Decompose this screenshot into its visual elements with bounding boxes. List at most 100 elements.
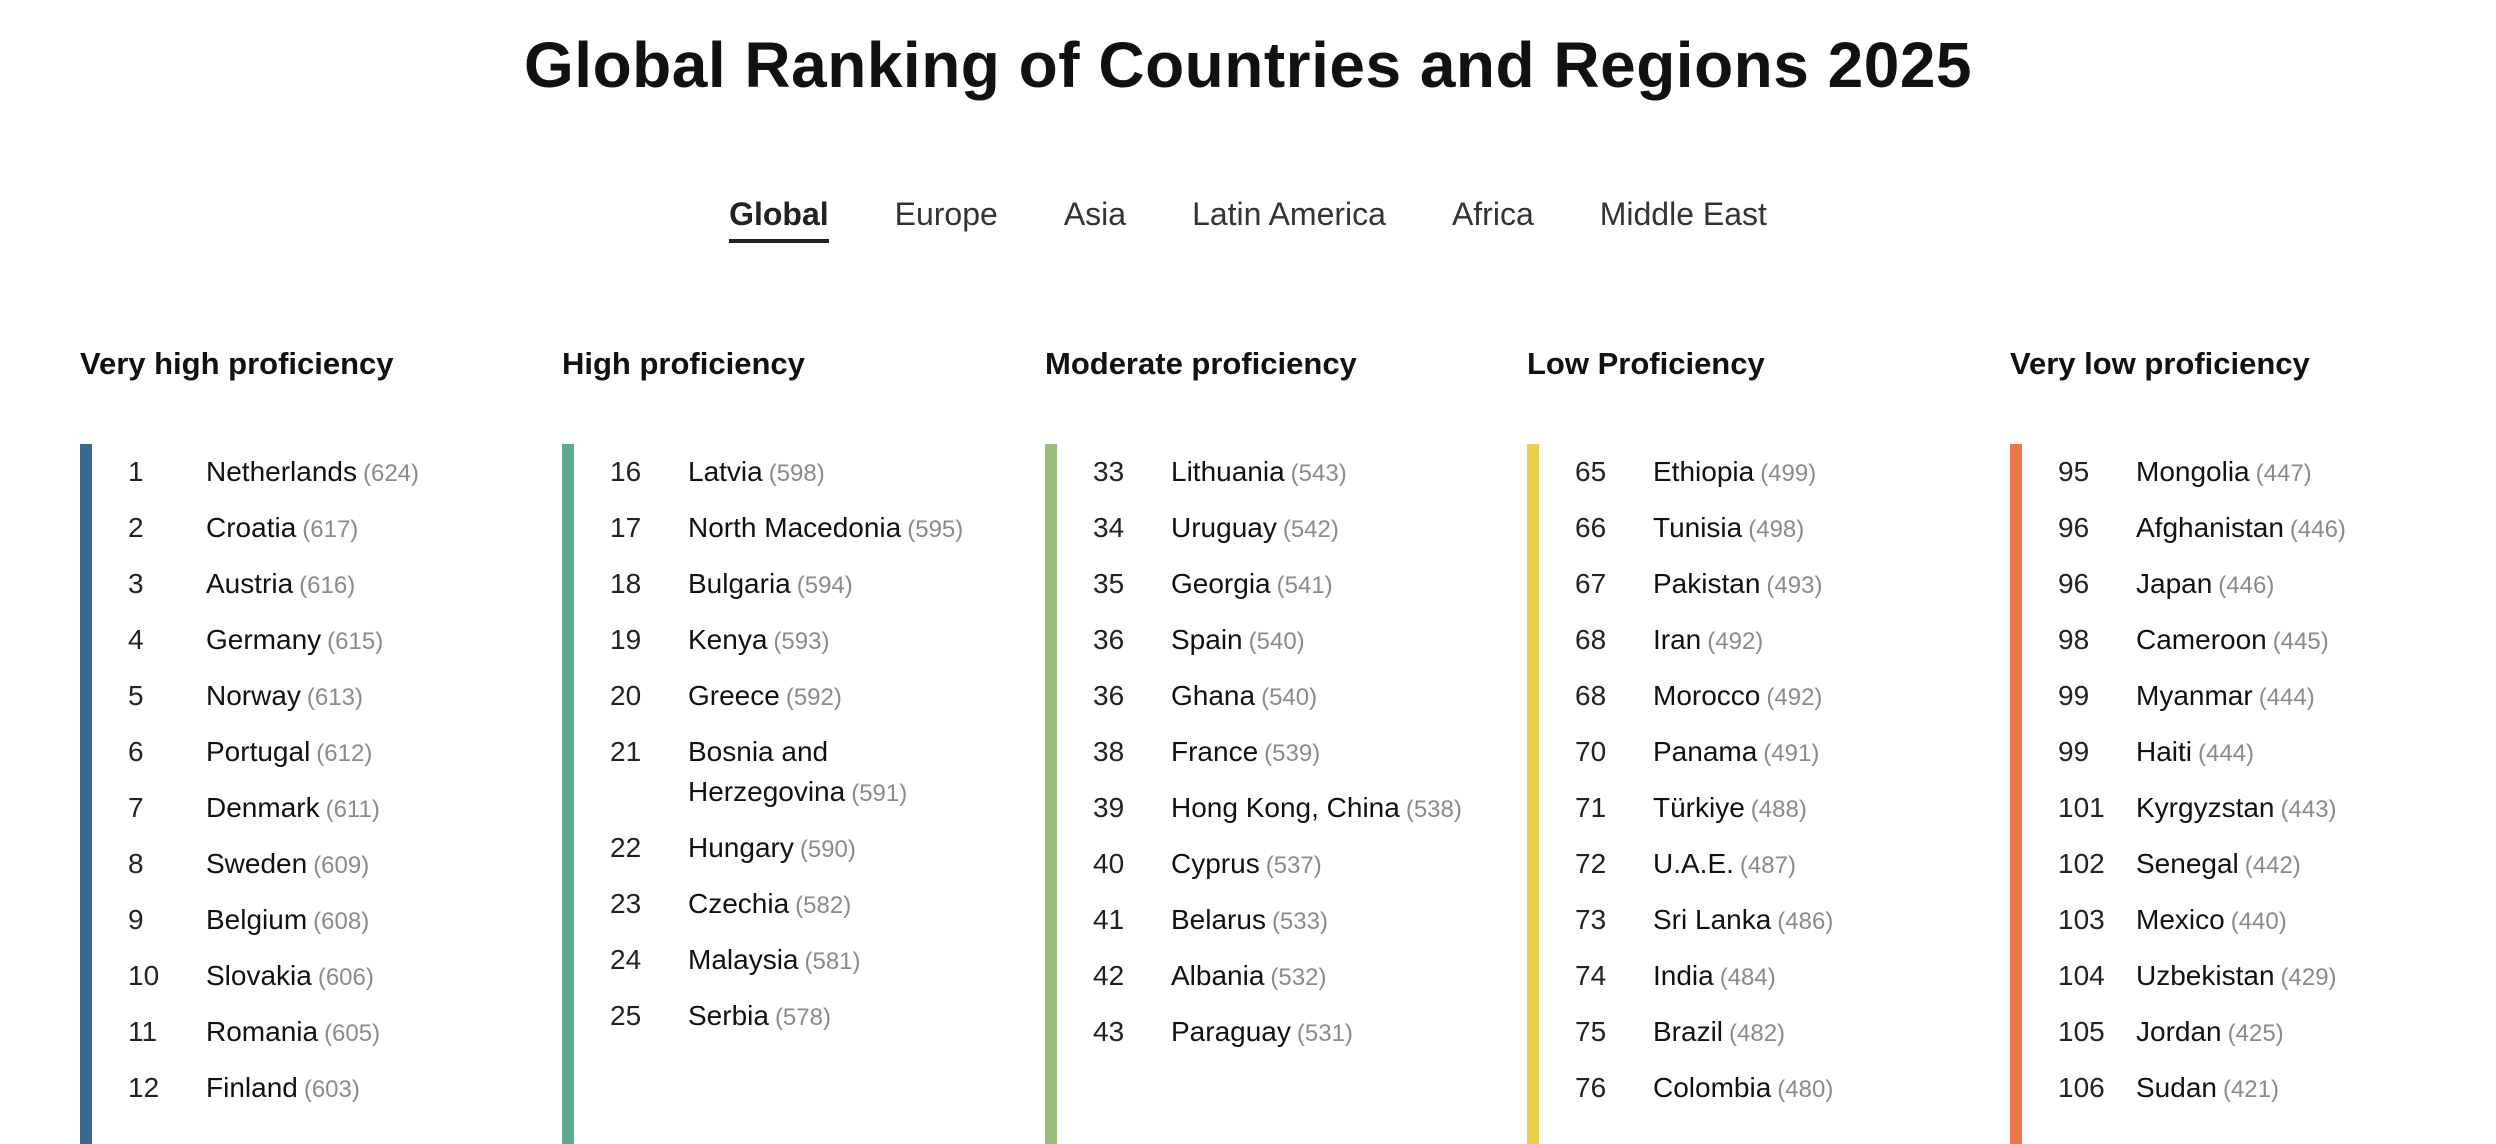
score: (615) — [327, 628, 384, 655]
country-label: Austria — [206, 568, 294, 599]
rank-number: 42 — [1093, 960, 1125, 991]
score: (444) — [2258, 684, 2315, 711]
tab-africa[interactable]: Africa — [1451, 196, 1534, 232]
list-item: 68 Iran (492) — [1575, 620, 1967, 662]
score: (591) — [851, 780, 908, 807]
list-item: 6 Portugal (612) — [128, 732, 520, 774]
column-color-bar — [1045, 444, 1057, 1144]
score: (608) — [313, 908, 370, 935]
country-name: Ethiopia (499) — [1653, 452, 1953, 494]
country-name: Romania (605) — [206, 1012, 506, 1054]
score: (447) — [2255, 460, 2312, 487]
country-name: Tunisia (498) — [1653, 508, 1953, 550]
score: (578) — [774, 1004, 831, 1031]
rank-number: 40 — [1093, 848, 1125, 879]
country-name: Brazil (482) — [1653, 1012, 1953, 1054]
country-label: Ethiopia — [1653, 456, 1755, 487]
country-name: Belarus (533) — [1171, 900, 1471, 942]
rank-number: 70 — [1575, 736, 1607, 767]
country-label: U.A.E. — [1653, 848, 1734, 879]
ranking-list: 33 Lithuania (543) 34 Uruguay (542) 35 Georgia(… — [1093, 452, 1485, 1068]
tab-global[interactable]: Global — [729, 196, 829, 243]
score: (540) — [1261, 684, 1318, 711]
country-label: Slovakia — [206, 960, 312, 991]
rank-number: 96 — [2058, 512, 2090, 543]
rank-number: 33 — [1093, 456, 1125, 487]
rank-number: 12 — [128, 1072, 160, 1103]
list-item: 71 Türkiye (488) — [1575, 788, 1967, 830]
country-label: Bosnia and Herzegovina — [688, 736, 846, 807]
country-label: Ghana — [1171, 680, 1256, 711]
column-low: Low Proficiency 65 Ethiopia (499) 66 Tunisia… — [1527, 346, 1967, 1144]
country-label: Belarus — [1171, 904, 1266, 935]
list-item: 103 Mexico (440) — [2058, 900, 2450, 942]
country-label: France — [1171, 736, 1259, 767]
rank-number: 2 — [128, 512, 144, 543]
list-item: 67 Pakistan (493) — [1575, 564, 1967, 606]
tab-middle-east[interactable]: Middle East — [1599, 196, 1767, 232]
list-item: 96 Afghanistan (446) — [2058, 508, 2450, 550]
country-label: Cyprus — [1171, 848, 1260, 879]
rank-number: 99 — [2058, 736, 2090, 767]
score: (605) — [324, 1020, 381, 1047]
rank-number: 18 — [610, 568, 642, 599]
country-name: Japan (446) — [2136, 564, 2436, 606]
country-label: Türkiye — [1653, 792, 1745, 823]
score: (492) — [1766, 684, 1823, 711]
score: (482) — [1729, 1020, 1786, 1047]
rank-number: 19 — [610, 624, 642, 655]
score: (594) — [796, 572, 853, 599]
rank-number: 4 — [128, 624, 144, 655]
country-label: Pakistan — [1653, 568, 1761, 599]
country-name: Senegal (442) — [2136, 844, 2436, 886]
rank-number: 34 — [1093, 512, 1125, 543]
ranking-list: 95 Mongolia (447) 96 Afghanistan (446) 96 Japan… — [2058, 452, 2450, 1124]
list-item: 3 Austria (616) — [128, 564, 520, 606]
rank-number: 39 — [1093, 792, 1125, 823]
list-item: 24 Malaysia (581) — [610, 940, 1002, 982]
country-label: Haiti — [2136, 736, 2193, 767]
list-item: 72 U.A.E. (487) — [1575, 844, 1967, 886]
score: (613) — [306, 684, 363, 711]
country-name: Morocco (492) — [1653, 676, 1953, 718]
country-name: Myanmar (444) — [2136, 676, 2436, 718]
country-label: Mongolia — [2136, 456, 2250, 487]
score: (442) — [2244, 852, 2301, 879]
score: (493) — [1766, 572, 1823, 599]
tab-latin-america[interactable]: Latin America — [1192, 196, 1386, 232]
country-name: India (484) — [1653, 956, 1953, 998]
rank-number: 68 — [1575, 680, 1607, 711]
country-label: Norway — [206, 680, 301, 711]
country-name: Portugal (612) — [206, 732, 506, 774]
rank-number: 95 — [2058, 456, 2090, 487]
country-label: Kyrgyzstan — [2136, 792, 2275, 823]
country-name: Hong Kong, China (538) — [1171, 788, 1471, 830]
tab-asia[interactable]: Asia — [1063, 196, 1127, 232]
country-label: Finland — [206, 1072, 298, 1103]
score: (539) — [1264, 740, 1321, 767]
country-name: Latvia (598) — [688, 452, 988, 494]
rank-number: 22 — [610, 832, 642, 863]
country-label: Tunisia — [1653, 512, 1743, 543]
column-title: Very high proficiency — [80, 346, 394, 381]
list-item: 20 Greece (592) — [610, 676, 1002, 718]
country-label: Hungary — [688, 832, 794, 863]
country-label: Uruguay — [1171, 512, 1277, 543]
country-label: Denmark — [206, 792, 320, 823]
country-label: Sri Lanka — [1653, 904, 1772, 935]
country-label: Spain — [1171, 624, 1243, 655]
list-item: 99 Myanmar (444) — [2058, 676, 2450, 718]
country-label: Cameroon — [2136, 624, 2267, 655]
list-item: 75 Brazil (482) — [1575, 1012, 1967, 1054]
score: (537) — [1265, 852, 1322, 879]
country-name: U.A.E. (487) — [1653, 844, 1953, 886]
score: (593) — [773, 628, 830, 655]
list-item: 25 Serbia (578) — [610, 996, 1002, 1038]
country-name: Croatia (617) — [206, 508, 506, 550]
rank-number: 102 — [2058, 848, 2105, 879]
tab-europe[interactable]: Europe — [894, 196, 998, 232]
rank-number: 36 — [1093, 680, 1125, 711]
rank-number: 96 — [2058, 568, 2090, 599]
country-label: Panama — [1653, 736, 1758, 767]
country-label: Iran — [1653, 624, 1702, 655]
